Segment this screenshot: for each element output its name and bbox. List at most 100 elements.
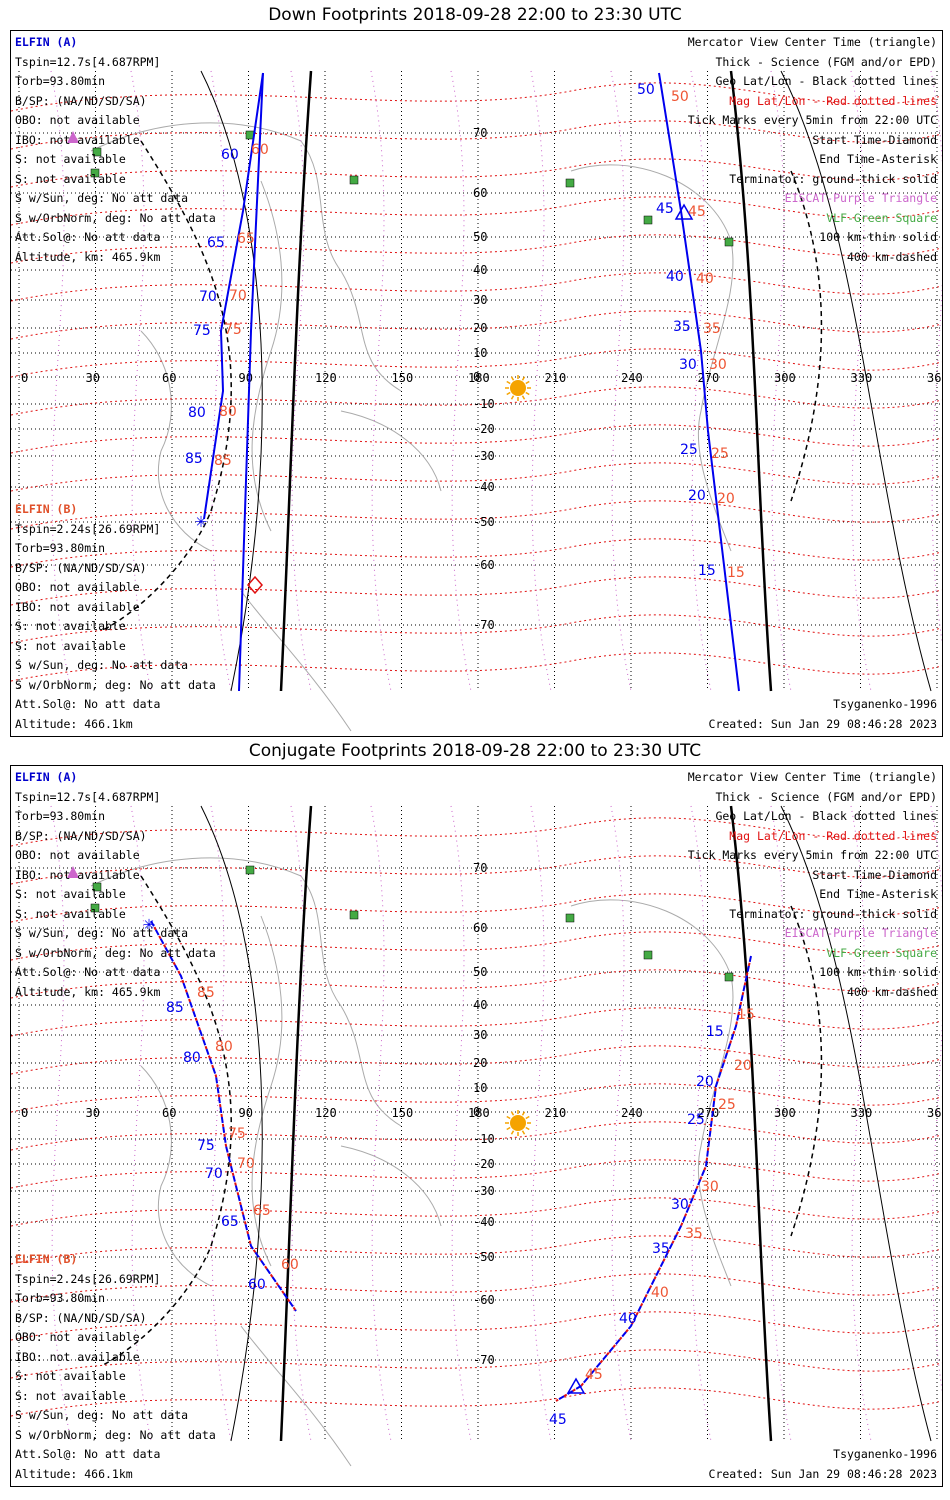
end-time-asterisk: ✳ bbox=[195, 508, 207, 532]
lon-tick-label: 120 bbox=[315, 371, 337, 385]
track-time-label-mag: 15 bbox=[737, 1007, 755, 1023]
lat-tick-label: 70 bbox=[473, 126, 487, 140]
track-time-label-mag: 80 bbox=[215, 1039, 233, 1055]
lon-tick-label: 300 bbox=[774, 1106, 796, 1120]
lon-tick-label: 60 bbox=[162, 371, 176, 385]
elfin-a-header: ELFIN (A) bbox=[15, 35, 78, 49]
lat-tick-label: -60 bbox=[473, 558, 495, 572]
lat-tick-label: 10 bbox=[473, 346, 487, 360]
mag-parallel bbox=[11, 234, 942, 264]
track-time-label-mag: 15 bbox=[727, 565, 745, 581]
created-timestamp: Created: Sun Jan 29 08:46:28 2023 bbox=[708, 716, 937, 731]
track-time-label-geo: 15 bbox=[698, 563, 716, 579]
track-time-label-geo: 25 bbox=[680, 442, 698, 458]
mag-parallel bbox=[11, 1273, 942, 1303]
lon-tick-label: 30 bbox=[86, 371, 100, 385]
end-time-asterisk: ✳ bbox=[143, 911, 155, 935]
top-panel-title: Down Footprints 2018-09-28 22:00 to 23:3… bbox=[268, 5, 682, 25]
track-time-label-mag: 30 bbox=[709, 357, 727, 373]
track-time-label-geo: 35 bbox=[673, 319, 691, 335]
model-label: Tsyganenko-1996 bbox=[833, 1447, 937, 1461]
legend-item: Tick Marks every 5min from 22:00 UTC bbox=[687, 113, 937, 127]
track-time-label-mag: 85 bbox=[197, 985, 215, 1001]
mag-parallel bbox=[11, 120, 942, 150]
elfin-b-header: ELFIN (B) bbox=[15, 1252, 78, 1266]
coastline bbox=[90, 122, 402, 392]
satellite-track-west bbox=[203, 72, 264, 520]
map-canvas: 0306090120150180210240270300330360706050… bbox=[11, 805, 942, 1467]
track-time-label-geo: 50 bbox=[637, 82, 655, 98]
lat-tick-label: 30 bbox=[473, 1028, 487, 1042]
satellite-track-west-b bbox=[238, 72, 264, 692]
legend-item: Tick Marks every 5min from 22:00 UTC bbox=[687, 848, 937, 862]
lat-tick-label: 70 bbox=[473, 861, 487, 875]
map-canvas: 0306090120150180210240270300330360706050… bbox=[11, 70, 942, 732]
elfin-b-info-line: Att.Sol@: No att data bbox=[15, 697, 161, 711]
legend-item: Mercator View Center Time (triangle) bbox=[687, 770, 937, 784]
sun-ray bbox=[510, 376, 515, 381]
vlf-station-square bbox=[643, 215, 653, 225]
lat-tick-label: 60 bbox=[473, 921, 487, 935]
vlf-station-square bbox=[90, 903, 100, 913]
elfin-a-info: ELFIN (A) Tspin=12.7s[4.687RPM] Torb=93.80… bbox=[15, 768, 216, 1002]
mag-parallel bbox=[11, 817, 942, 847]
view-center-triangle bbox=[566, 1377, 586, 1394]
lon-tick-label: 90 bbox=[239, 371, 253, 385]
vlf-station-square bbox=[90, 168, 100, 178]
elfin-b-info-line: Tspin=2.24s[26.69RPM] bbox=[15, 521, 161, 536]
legend-item: VLF-Green Square bbox=[826, 210, 937, 225]
track-time-label-mag: 40 bbox=[651, 1285, 669, 1301]
vlf-station-square bbox=[565, 178, 575, 188]
vlf-station-square bbox=[245, 865, 255, 875]
elfin-b-info: ELFIN (B) Tspin=2.24s[26.69RPM] Torb=93.80… bbox=[15, 500, 216, 734]
track-time-label-geo: 35 bbox=[652, 1241, 670, 1257]
sun-ray bbox=[521, 376, 526, 381]
lat-tick-label: 40 bbox=[473, 263, 487, 277]
track-time-label-mag: 60 bbox=[281, 1257, 299, 1273]
elfin-a-info-line: IBO: not available bbox=[15, 867, 140, 882]
lon-tick-label: 330 bbox=[851, 1106, 873, 1120]
elfin-b-info-line: S w/OrbNorm, deg: No att data bbox=[15, 1427, 216, 1442]
footprint-400km-dashed-west bbox=[100, 875, 232, 1367]
legend-item: VLF-Green Square bbox=[826, 945, 937, 960]
vlf-station-square bbox=[724, 237, 734, 247]
mag-parallel bbox=[11, 386, 942, 416]
lon-tick-label: 0 bbox=[21, 371, 28, 385]
eiscat-triangle bbox=[67, 131, 79, 143]
elfin-a-info-line: S w/OrbNorm, deg: No att data bbox=[15, 945, 216, 960]
lon-tick-label: 150 bbox=[392, 371, 414, 385]
footprint-400km-dashed-east bbox=[790, 170, 823, 502]
elfin-b-info-line: S: not available bbox=[15, 638, 126, 653]
track-time-label-mag: 60 bbox=[251, 142, 269, 158]
elfin-b-info-line: S w/Sun, deg: No att data bbox=[15, 658, 189, 672]
footprint-400km-dashed-west bbox=[100, 140, 232, 632]
lat-tick-label: -60 bbox=[473, 1293, 495, 1307]
lon-tick-label: 210 bbox=[545, 371, 567, 385]
coastline bbox=[90, 857, 402, 1127]
lat-tick-label: 30 bbox=[473, 293, 487, 307]
elfin-a-info-line: B/SP: (NA/ND/SD/SA) bbox=[15, 93, 147, 108]
track-time-label-geo: 45 bbox=[656, 201, 674, 217]
lon-tick-label: 210 bbox=[545, 1106, 567, 1120]
map-legend: Mercator View Center Time (triangle) Thic… bbox=[688, 768, 937, 1002]
mag-parallel bbox=[11, 462, 942, 492]
sun-ray bbox=[525, 1115, 530, 1120]
lat-tick-label: -70 bbox=[473, 1353, 495, 1367]
elfin-b-info-line: Altitude: 466.1km bbox=[15, 1466, 133, 1481]
mag-meridian bbox=[450, 805, 472, 1442]
terminator-east bbox=[729, 805, 773, 1442]
terminator-west bbox=[279, 805, 313, 1442]
vlf-station-square bbox=[349, 910, 359, 920]
elfin-b-info-line: Altitude: 466.1km bbox=[15, 716, 133, 731]
legend-item: Terminator: ground-thick solid bbox=[729, 171, 937, 186]
legend-item: EISCAT-Purple Triangle bbox=[784, 926, 937, 940]
elfin-a-info-line: B/SP: (NA/ND/SD/SA) bbox=[15, 828, 147, 843]
legend-item: End Time-Asterisk bbox=[819, 887, 937, 901]
lat-tick-label: -40 bbox=[473, 1215, 495, 1229]
elfin-b-info-line: S: not available bbox=[15, 619, 126, 633]
mag-parallel bbox=[11, 1083, 942, 1113]
sun-disk bbox=[510, 380, 526, 396]
track-time-label-geo: 40 bbox=[619, 1311, 637, 1327]
legend-item: Thick - Science (FGM and/or EPD) bbox=[715, 789, 937, 804]
track-time-label-geo: 40 bbox=[666, 269, 684, 285]
